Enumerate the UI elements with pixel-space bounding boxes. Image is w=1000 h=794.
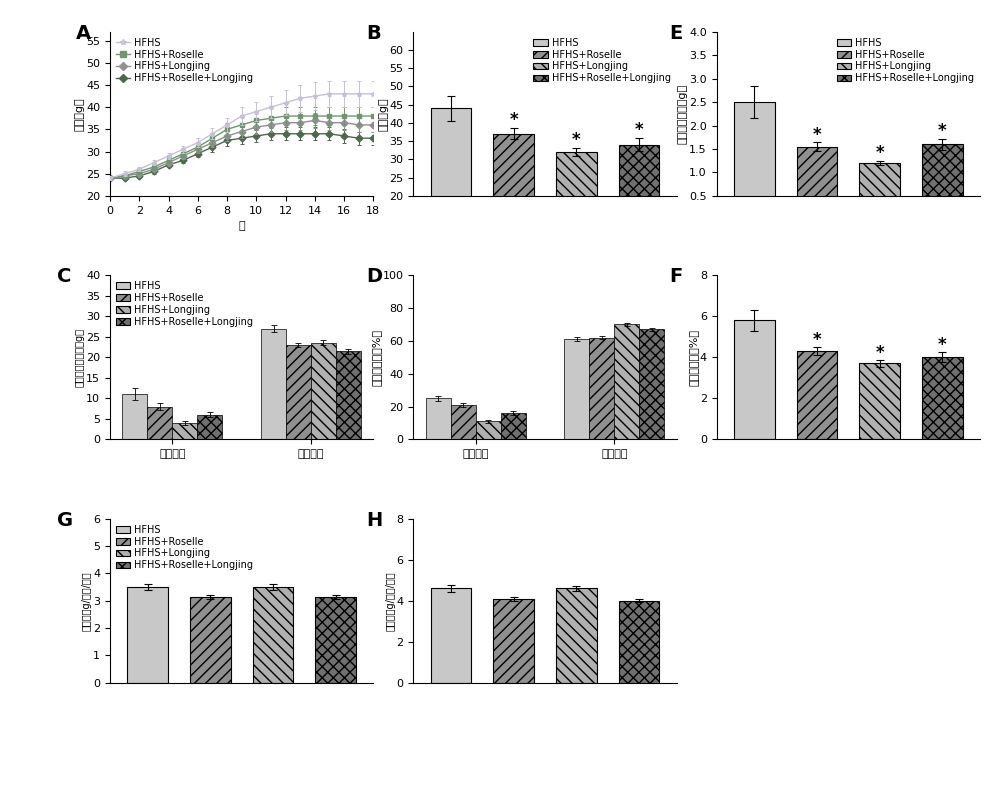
Bar bbox=[859, 163, 900, 219]
Bar bbox=[253, 587, 293, 683]
Legend: HFHS, HFHS+Roselle, HFHS+Longjing, HFHS+Roselle+Longjing: HFHS, HFHS+Roselle, HFHS+Longjing, HFHS+… bbox=[115, 37, 254, 84]
Text: D: D bbox=[366, 267, 382, 286]
Bar bbox=[614, 325, 639, 439]
Text: *: * bbox=[813, 331, 821, 349]
Bar bbox=[431, 108, 471, 269]
Bar bbox=[734, 102, 775, 219]
Legend: HFHS, HFHS+Roselle, HFHS+Longjing, HFHS+Roselle+Longjing: HFHS, HFHS+Roselle, HFHS+Longjing, HFHS+… bbox=[115, 280, 254, 328]
Bar bbox=[501, 413, 526, 439]
Text: *: * bbox=[875, 145, 884, 162]
Y-axis label: 附睾脂肪重量（g）: 附睾脂肪重量（g） bbox=[678, 83, 688, 144]
Text: G: G bbox=[57, 511, 73, 530]
Bar bbox=[315, 597, 356, 683]
Bar bbox=[147, 407, 172, 439]
Bar bbox=[619, 601, 659, 683]
Bar bbox=[589, 337, 614, 439]
Y-axis label: 占体重比例（%）: 占体重比例（%） bbox=[688, 329, 698, 386]
X-axis label: 周: 周 bbox=[238, 222, 245, 231]
Bar bbox=[797, 351, 837, 439]
Text: C: C bbox=[57, 267, 72, 286]
Bar bbox=[451, 405, 476, 439]
Bar bbox=[922, 357, 963, 439]
Legend: HFHS, HFHS+Roselle, HFHS+Longjing, HFHS+Roselle+Longjing: HFHS, HFHS+Roselle, HFHS+Longjing, HFHS+… bbox=[836, 37, 975, 84]
Y-axis label: 体重（g）: 体重（g） bbox=[75, 97, 85, 131]
Bar bbox=[922, 145, 963, 219]
Text: B: B bbox=[366, 24, 381, 43]
Bar bbox=[797, 147, 837, 219]
Text: A: A bbox=[76, 24, 91, 43]
Legend: HFHS, HFHS+Roselle, HFHS+Longjing, HFHS+Roselle+Longjing: HFHS, HFHS+Roselle, HFHS+Longjing, HFHS+… bbox=[115, 523, 254, 572]
Bar bbox=[556, 152, 597, 269]
Bar bbox=[286, 345, 311, 439]
Legend: HFHS, HFHS+Roselle, HFHS+Longjing, HFHS+Roselle+Longjing: HFHS, HFHS+Roselle, HFHS+Longjing, HFHS+… bbox=[532, 37, 672, 84]
Bar bbox=[336, 351, 361, 439]
Text: F: F bbox=[669, 267, 683, 286]
Text: *: * bbox=[572, 131, 581, 148]
Y-axis label: 进食量（g/小鼠/天）: 进食量（g/小鼠/天） bbox=[82, 571, 92, 630]
Text: *: * bbox=[635, 121, 643, 139]
Bar bbox=[172, 423, 197, 439]
Bar bbox=[734, 321, 775, 439]
Bar bbox=[261, 329, 286, 439]
Bar bbox=[431, 588, 471, 683]
Bar bbox=[476, 422, 501, 439]
Bar bbox=[639, 330, 664, 439]
Text: H: H bbox=[366, 511, 382, 530]
Bar bbox=[564, 339, 589, 439]
Text: *: * bbox=[938, 122, 947, 141]
Bar bbox=[556, 588, 597, 683]
Bar bbox=[197, 414, 222, 439]
Text: E: E bbox=[669, 24, 683, 43]
Y-axis label: 体重（g）: 体重（g） bbox=[378, 97, 388, 131]
Text: *: * bbox=[813, 125, 821, 144]
Bar bbox=[493, 599, 534, 683]
Bar bbox=[493, 134, 534, 269]
Bar bbox=[426, 399, 451, 439]
Bar bbox=[190, 597, 231, 683]
Y-axis label: 占体重比例（%）: 占体重比例（%） bbox=[371, 329, 381, 386]
Bar bbox=[311, 343, 336, 439]
Bar bbox=[122, 395, 147, 439]
Y-axis label: 饮水量（g/小鼠/天）: 饮水量（g/小鼠/天） bbox=[385, 571, 395, 630]
Text: *: * bbox=[875, 345, 884, 362]
Bar bbox=[619, 145, 659, 269]
Text: *: * bbox=[938, 336, 947, 354]
Y-axis label: 脂肪和瘦肉重量（g）: 脂肪和瘦肉重量（g） bbox=[75, 328, 85, 387]
Text: *: * bbox=[509, 111, 518, 129]
Bar bbox=[859, 364, 900, 439]
Bar bbox=[127, 587, 168, 683]
